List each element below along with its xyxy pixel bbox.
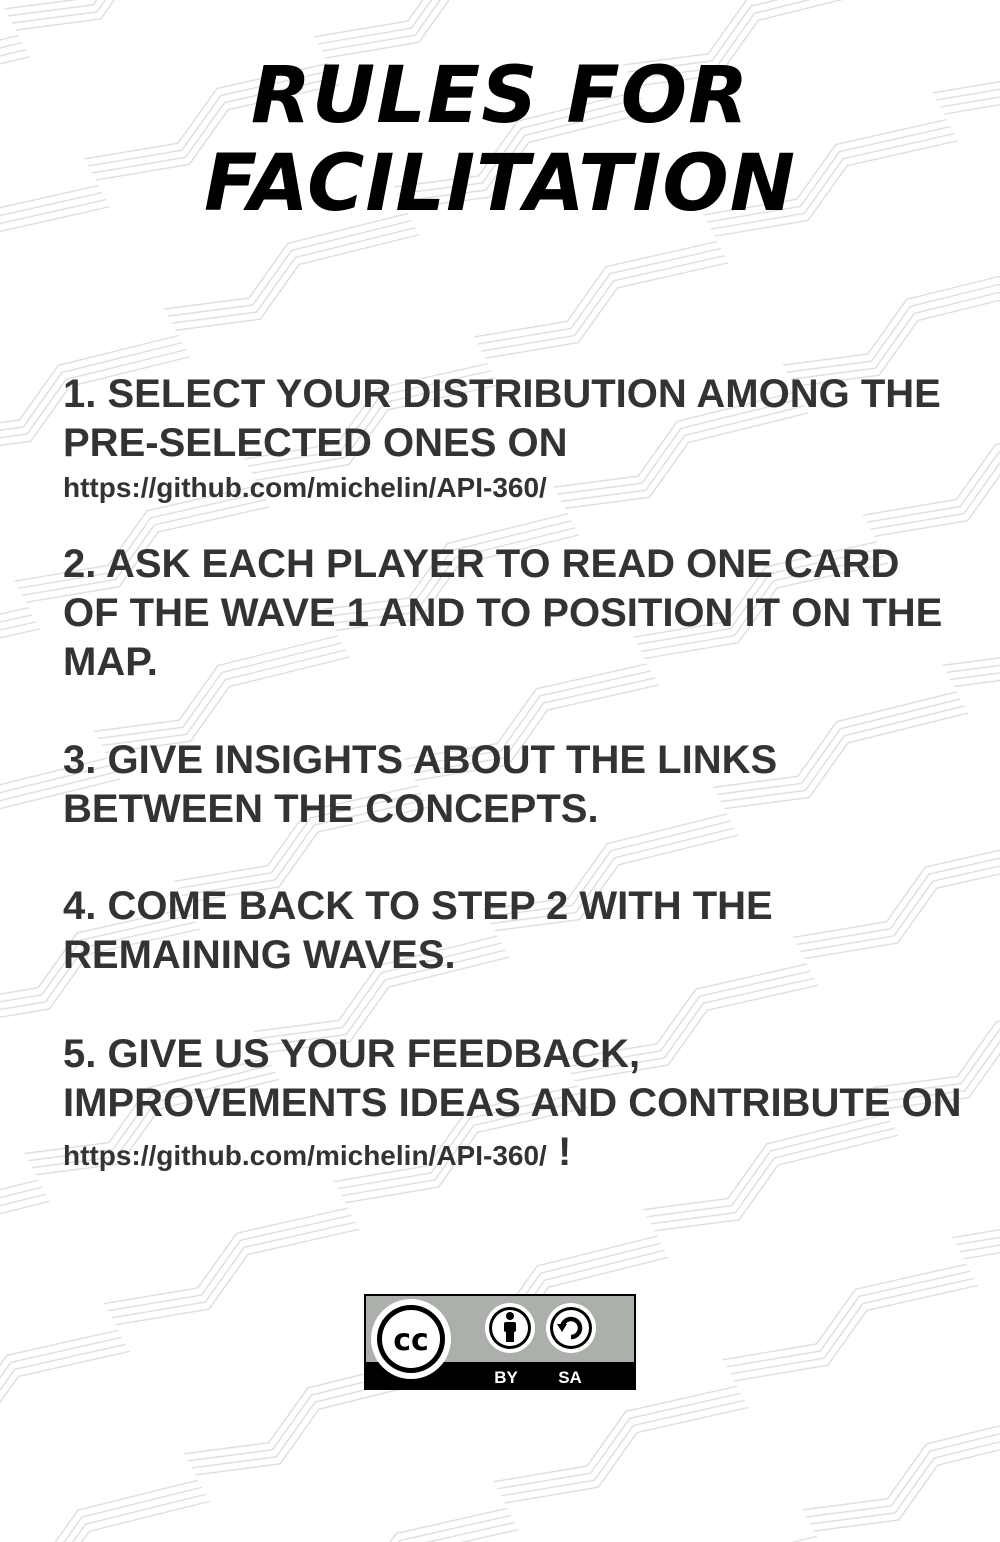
repo-link[interactable]: https://github.com/michelin/API-360/ (63, 1140, 547, 1171)
rule-item-4: 4. COME BACK TO STEP 2 WITH THE REMAININ… (63, 882, 963, 980)
title-line-1: RULES FOR (250, 51, 750, 141)
repo-link[interactable]: https://github.com/michelin/API-360/ (63, 472, 547, 503)
rule-text: 2. ASK EACH PLAYER TO READ ONE CARD OF T… (63, 542, 943, 684)
title-line-2: FACILITATION (203, 139, 797, 229)
rule-item-2: 2. ASK EACH PLAYER TO READ ONE CARD OF T… (63, 540, 963, 687)
page-title: RULES FOR FACILITATION (0, 52, 1000, 228)
attribution-icon (485, 1303, 535, 1353)
sa-label: SA (558, 1368, 582, 1387)
cc-text: cc (393, 1323, 429, 1358)
share-alike-icon (546, 1303, 596, 1353)
rule-item-5: 5. GIVE US YOUR FEEDBACK, IMPROVEMENTS I… (63, 1030, 963, 1180)
cc-by-sa-badge[interactable]: cc BY SA (364, 1294, 636, 1390)
rule-item-3: 3. GIVE INSIGHTS ABOUT THE LINKS BETWEEN… (63, 736, 963, 834)
exclamation-mark: ! (557, 1130, 572, 1174)
rule-text: 4. COME BACK TO STEP 2 WITH THE REMAININ… (63, 884, 773, 977)
rule-item-1: 1. SELECT YOUR DISTRIBUTION AMONG THE PR… (63, 370, 963, 508)
cc-icon: cc (371, 1299, 451, 1379)
rule-text: 1. SELECT YOUR DISTRIBUTION AMONG THE PR… (63, 372, 941, 465)
rule-text: 5. GIVE US YOUR FEEDBACK, IMPROVEMENTS I… (63, 1032, 962, 1125)
rule-text: 3. GIVE INSIGHTS ABOUT THE LINKS BETWEEN… (63, 738, 778, 831)
by-label: BY (494, 1368, 518, 1387)
